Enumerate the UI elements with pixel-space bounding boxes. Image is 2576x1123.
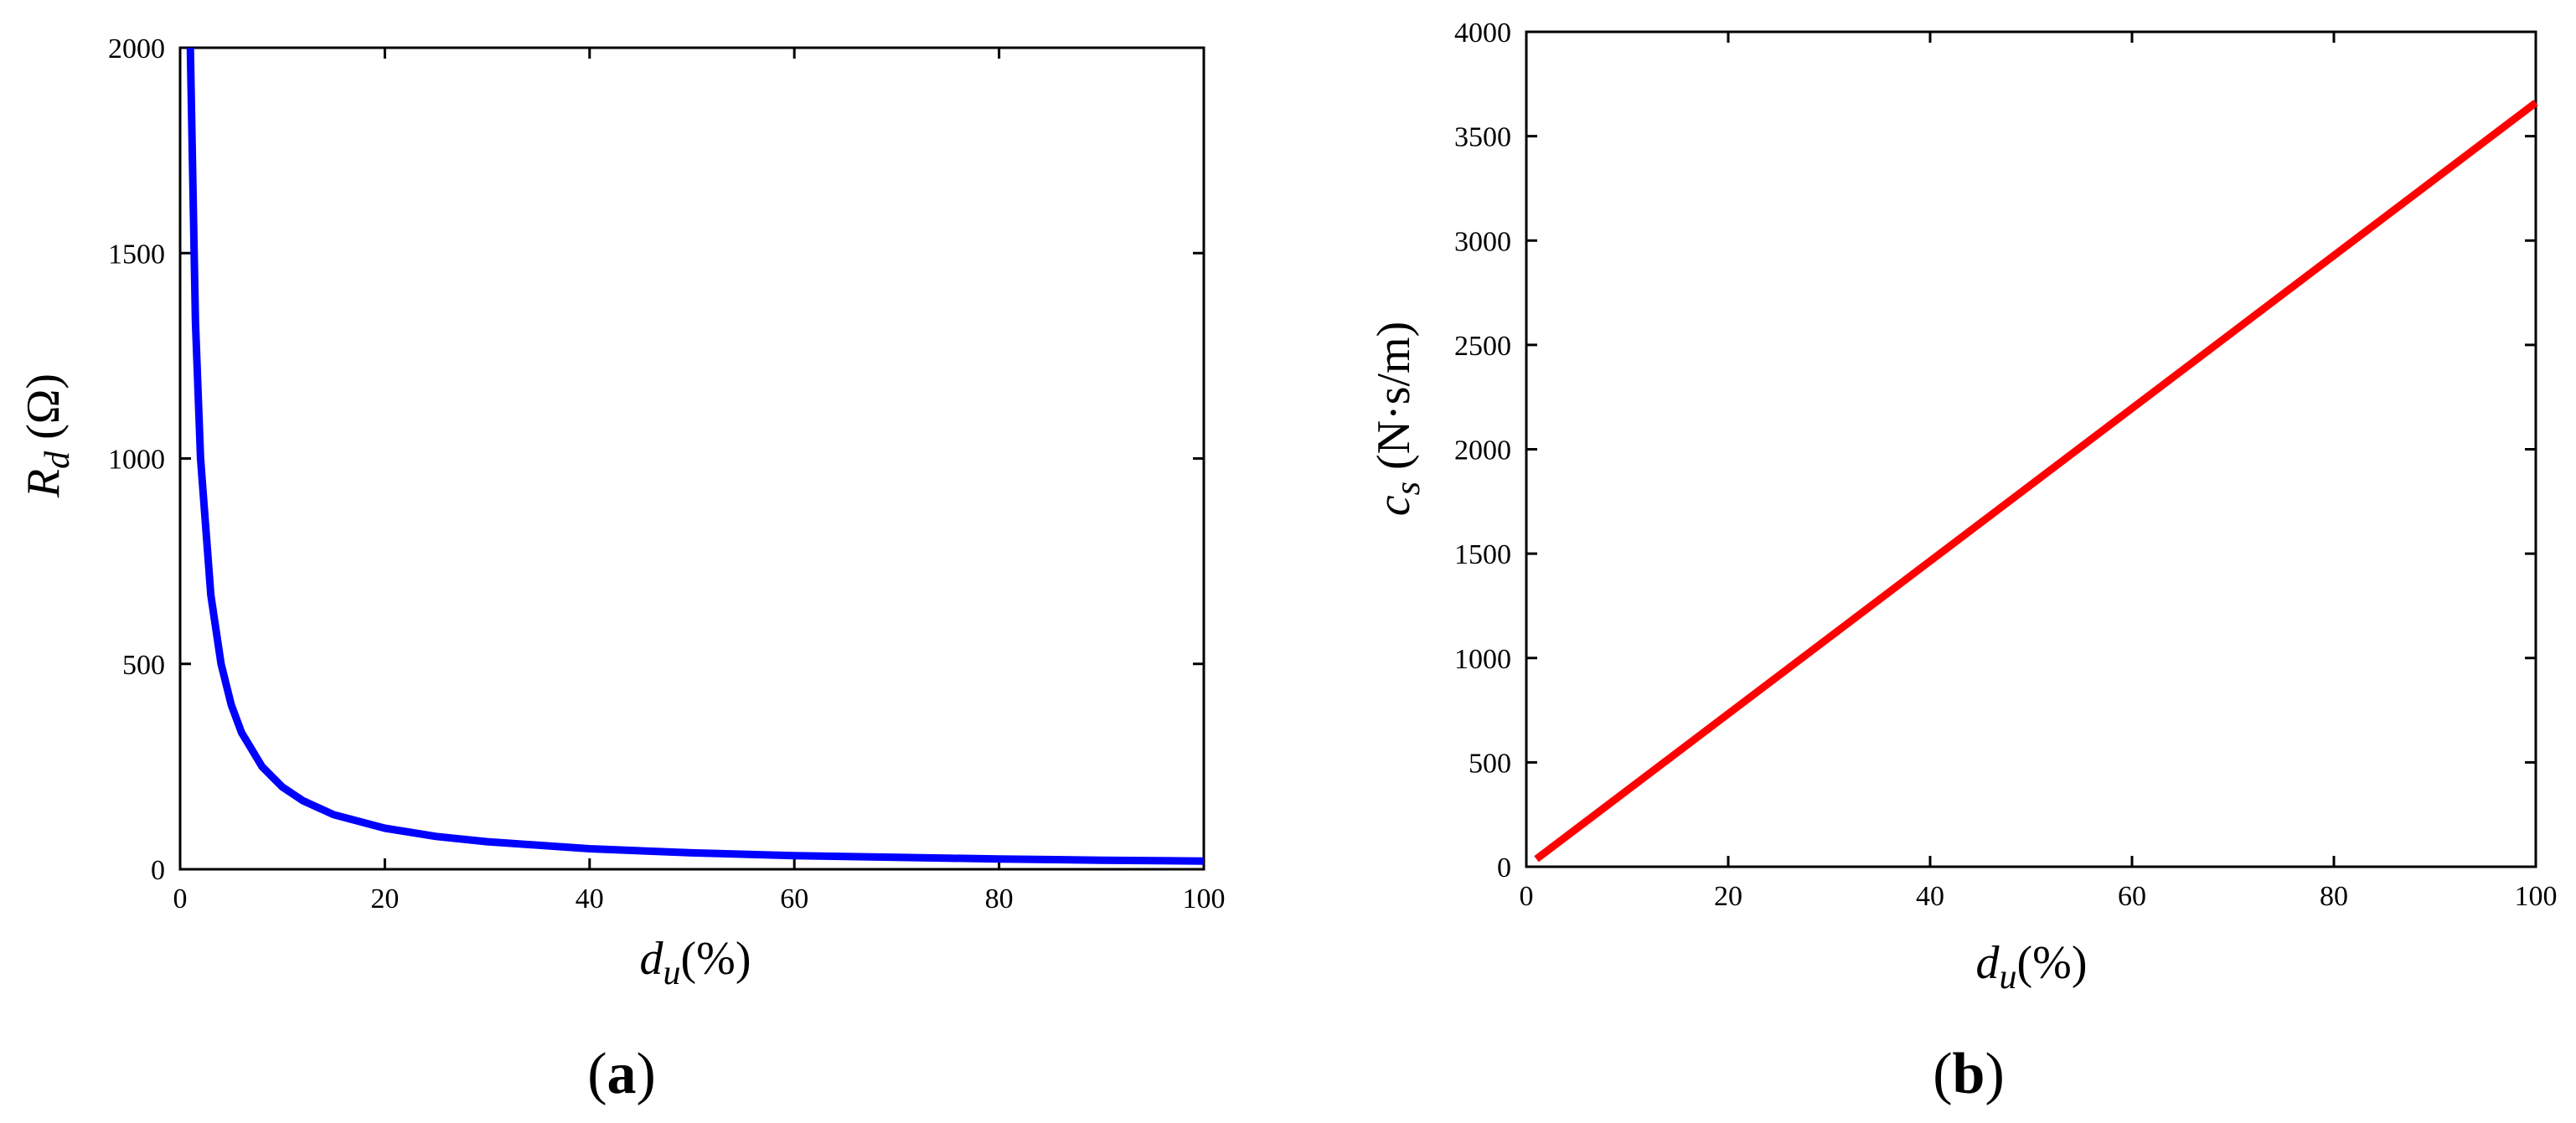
chart-panel-b: 0 20 40 60 80 1000500100015002000250030003500… [1368, 18, 2558, 1106]
y-tick-label: 2000 [108, 33, 165, 64]
y-axis-subscript: s [1389, 482, 1427, 495]
y-tick-label: 4000 [1454, 18, 1511, 49]
panel-label-close-paren: ) [1985, 1042, 2004, 1106]
panel-label-open-paren: ( [1933, 1042, 1952, 1106]
x-tick-label: 100 [1183, 883, 1226, 914]
y-tick-label: 1500 [1454, 539, 1511, 570]
x-tick-label: 100 [2515, 881, 2558, 912]
x-tick-label: 60 [2118, 881, 2146, 912]
x-tick-label: 20 [1714, 881, 1742, 912]
x-tick-label: 40 [1916, 881, 1944, 912]
y-axis-label: Rd (Ω) [18, 373, 77, 498]
x-tick-label: 80 [2320, 881, 2348, 912]
y-axis-symbol: R [18, 469, 70, 498]
x-axis-subscript: u [663, 954, 681, 992]
y-tick-label: 2000 [1454, 435, 1511, 466]
panel-label: (b) [1933, 1042, 2005, 1106]
y-axis-label: cs (N·s/m) [1368, 322, 1427, 517]
series-line [1534, 100, 2538, 863]
x-axis-unit: (%) [2017, 937, 2088, 989]
x-axis-label: du(%) [1976, 937, 2088, 997]
y-axis-subscript: d [39, 451, 77, 469]
y-tick-label: 1000 [108, 445, 165, 476]
y-tick-label: 1000 [1454, 644, 1511, 675]
x-tick-label: 80 [985, 883, 1014, 914]
y-axis-unit: (Ω) [18, 373, 70, 440]
panel-label-letter: a [607, 1042, 637, 1106]
x-axis-unit: (%) [681, 933, 751, 985]
y-tick-label: 500 [1469, 748, 1511, 779]
x-tick-label: 40 [576, 883, 604, 914]
panel-label-close-paren: ) [637, 1042, 656, 1106]
y-tick-label: 2500 [1454, 331, 1511, 362]
y-tick-label: 0 [151, 855, 165, 886]
x-tick-label: 20 [370, 883, 399, 914]
x-axis-symbol: d [1976, 937, 2000, 989]
x-axis-subscript: u [2000, 958, 2017, 997]
x-tick-label: 0 [173, 883, 188, 914]
y-tick-label: 3000 [1454, 226, 1511, 257]
chart-panel-a: 0 20 40 60 80 1000500100015002000du(%)Rd(Ω)(a… [18, 33, 1226, 1106]
x-axis-label: du(%) [640, 933, 751, 992]
y-axis-unit: (N·s/m) [1368, 322, 1420, 470]
y-tick-label: 0 [1497, 853, 1511, 883]
panel-label-open-paren: ( [587, 1042, 607, 1106]
x-axis-symbol: d [640, 933, 664, 985]
panel-label-letter: b [1953, 1042, 1985, 1106]
y-tick-label: 3500 [1454, 122, 1511, 153]
y-axis-symbol: c [1368, 495, 1420, 516]
y-tick-label: 500 [122, 650, 165, 681]
plot-frame [1525, 30, 2537, 868]
panel-label: (a) [587, 1042, 656, 1106]
x-tick-label: 60 [780, 883, 808, 914]
x-tick-label: 0 [1520, 881, 1534, 912]
series-line [186, 47, 1205, 865]
plot-frame [178, 46, 1205, 871]
y-tick-label: 1500 [108, 239, 165, 270]
